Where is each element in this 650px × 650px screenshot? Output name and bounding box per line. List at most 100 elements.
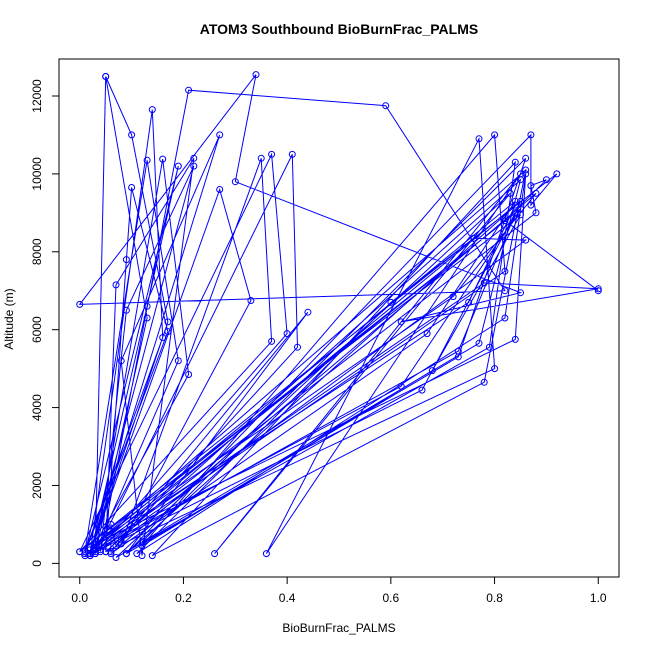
data-point [517, 289, 524, 297]
data-point [148, 106, 156, 114]
data-point [231, 178, 239, 186]
data-point [257, 154, 265, 162]
data-point [501, 314, 509, 322]
data-point [185, 86, 193, 94]
data-point [133, 550, 141, 558]
chart-title: ATOM3 Southbound BioBurnFrac_PALMS [200, 21, 478, 37]
data-point [465, 298, 473, 306]
data-point [501, 217, 509, 225]
data-point [107, 550, 115, 558]
data-point [247, 297, 255, 304]
data-point [511, 201, 519, 209]
data-point [81, 552, 89, 560]
y-tick-label: 8000 [30, 238, 44, 265]
data-point [418, 386, 426, 394]
data-point [553, 170, 561, 178]
data-point [480, 279, 488, 287]
x-tick-label: 0.4 [279, 591, 296, 605]
x-tick-label: 1.0 [590, 591, 607, 605]
data-point [159, 155, 167, 163]
data-point [517, 211, 524, 219]
data-point [517, 197, 524, 205]
y-axis: 0 2000 4000 6000 8000 10000 12000 [30, 79, 60, 567]
data-point [117, 536, 125, 544]
x-tick-label: 0.2 [175, 591, 192, 605]
data-point [522, 166, 530, 174]
data-point [122, 306, 130, 314]
data-point [174, 162, 182, 170]
data-point [475, 339, 483, 347]
data-point [532, 209, 540, 217]
data-point [112, 554, 120, 561]
data-point [185, 371, 193, 378]
data-point [527, 201, 535, 209]
data-point [522, 236, 530, 244]
series-layer [76, 71, 602, 561]
x-axis: 0.0 0.2 0.4 0.6 0.8 1.0 [71, 576, 607, 605]
y-tick-label: 10000 [30, 157, 44, 191]
data-point [143, 302, 151, 310]
data-point [423, 330, 431, 338]
data-point [211, 550, 219, 558]
data-point [91, 540, 99, 548]
data-point [128, 131, 136, 139]
data-point [491, 365, 499, 373]
data-point [128, 184, 136, 191]
x-tick-label: 0.6 [383, 591, 400, 605]
x-tick-label: 0.0 [71, 591, 88, 605]
data-point [86, 544, 94, 552]
data-point [506, 189, 514, 197]
data-point [527, 182, 535, 190]
data-point [97, 546, 104, 554]
data-point [594, 285, 602, 293]
data-point [397, 382, 405, 390]
data-point [122, 550, 130, 558]
data-point [252, 71, 260, 79]
data-point [143, 156, 151, 164]
data-point [470, 234, 478, 242]
data-point [190, 162, 198, 170]
data-point [76, 548, 84, 556]
x-tick-label: 0.8 [486, 591, 503, 605]
data-point [112, 542, 120, 550]
data-point [304, 308, 312, 316]
data-point [532, 189, 540, 197]
data-point [397, 318, 405, 326]
data-point [262, 550, 270, 558]
data-point [138, 542, 146, 550]
data-point [283, 330, 291, 338]
data-point [86, 546, 94, 554]
y-tick-label: 12000 [30, 79, 44, 113]
data-point [501, 287, 509, 295]
data-point [76, 300, 84, 308]
data-point [594, 287, 602, 295]
data-point [511, 158, 519, 166]
y-tick-label: 4000 [30, 394, 44, 421]
data-point [387, 298, 395, 306]
data-point [268, 150, 276, 158]
data-point [542, 176, 550, 184]
data-point [107, 548, 115, 556]
data-point [288, 150, 296, 158]
x-axis-label: BioBurnFrac_PALMS [282, 621, 395, 635]
y-axis-label: Altitude (m) [2, 288, 16, 349]
series-line [78, 74, 599, 558]
data-point [107, 520, 115, 528]
data-point [268, 337, 276, 345]
data-point [294, 343, 301, 351]
data-point [102, 73, 110, 80]
data-point [112, 281, 120, 289]
data-point [511, 335, 519, 343]
data-point [382, 102, 390, 110]
data-point [143, 314, 151, 322]
data-point [475, 135, 483, 143]
data-point [491, 131, 499, 139]
data-point [190, 154, 198, 162]
data-point [148, 552, 156, 560]
data-point [511, 197, 519, 205]
data-point [522, 154, 530, 162]
data-point [522, 170, 530, 178]
data-point [174, 357, 182, 365]
data-point [216, 186, 224, 193]
